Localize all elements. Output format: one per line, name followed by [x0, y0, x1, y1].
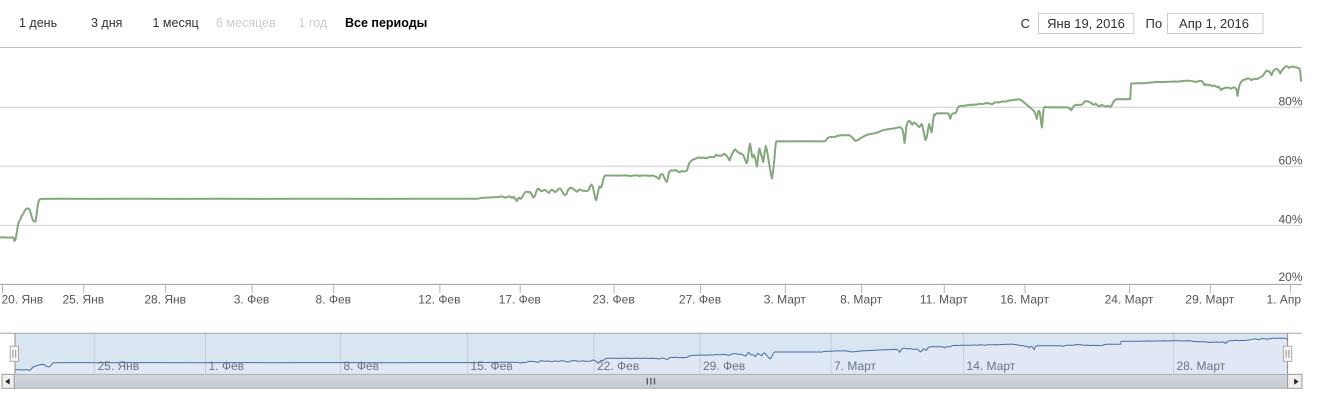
svg-text:3. Фев: 3. Фев [234, 293, 270, 307]
svg-text:28. Март: 28. Март [1177, 359, 1226, 373]
svg-text:1 день: 1 день [19, 16, 57, 30]
svg-text:С: С [1021, 16, 1030, 31]
svg-text:Янв 19, 2016: Янв 19, 2016 [1047, 16, 1125, 31]
svg-text:8. Март: 8. Март [840, 293, 883, 307]
svg-text:29. Фев: 29. Фев [703, 359, 745, 373]
svg-text:23. Фев: 23. Фев [593, 293, 635, 307]
svg-text:20. Янв: 20. Янв [2, 293, 44, 307]
svg-text:15. Фев: 15. Фев [471, 359, 513, 373]
svg-text:27. Фев: 27. Фев [679, 293, 721, 307]
svg-text:14. Март: 14. Март [967, 359, 1016, 373]
svg-text:25. Янв: 25. Янв [62, 293, 104, 307]
svg-text:1. Фев: 1. Фев [209, 359, 245, 373]
svg-text:Все периоды: Все периоды [345, 16, 427, 30]
svg-text:24. Март: 24. Март [1105, 293, 1154, 307]
svg-text:11. Март: 11. Март [920, 293, 968, 307]
svg-text:7. Март: 7. Март [834, 359, 877, 373]
svg-text:25. Янв: 25. Янв [98, 359, 140, 373]
svg-text:20%: 20% [1278, 270, 1302, 284]
svg-text:80%: 80% [1278, 94, 1302, 108]
svg-text:22. Фев: 22. Фев [597, 359, 639, 373]
svg-text:6 месяцев: 6 месяцев [216, 16, 276, 30]
svg-text:16. Март: 16. Март [1000, 293, 1049, 307]
svg-text:8. Фев: 8. Фев [344, 359, 380, 373]
svg-text:28. Янв: 28. Янв [144, 293, 186, 307]
svg-text:60%: 60% [1278, 154, 1302, 168]
svg-text:Апр 1, 2016: Апр 1, 2016 [1179, 16, 1249, 31]
svg-text:8. Фев: 8. Фев [316, 293, 352, 307]
svg-text:1 год: 1 год [299, 16, 328, 30]
svg-text:40%: 40% [1278, 213, 1302, 227]
svg-text:29. Март: 29. Март [1185, 293, 1234, 307]
svg-text:По: По [1146, 16, 1163, 31]
svg-text:1. Апр: 1. Апр [1266, 293, 1301, 307]
svg-text:12. Фев: 12. Фев [418, 293, 460, 307]
svg-text:1 месяц: 1 месяц [153, 16, 199, 30]
svg-text:17. Фев: 17. Фев [499, 293, 541, 307]
svg-text:3 дня: 3 дня [91, 16, 122, 30]
svg-text:3. Март: 3. Март [764, 293, 807, 307]
